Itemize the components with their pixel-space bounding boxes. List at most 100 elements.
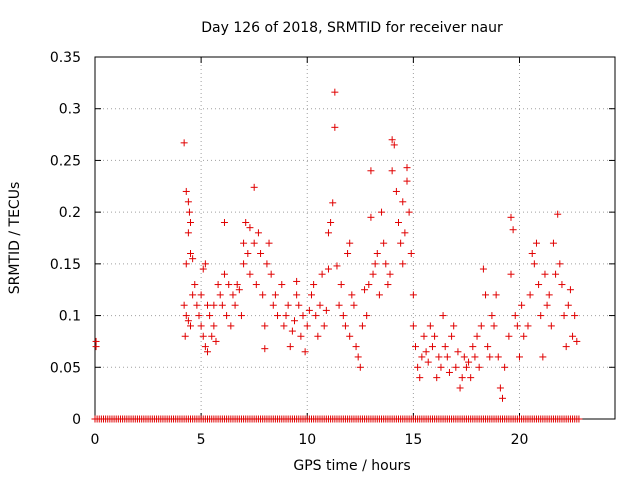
- data-point: [494, 353, 502, 361]
- y-tick-label: 0.15: [50, 257, 81, 273]
- data-point: [395, 218, 403, 226]
- data-point: [507, 213, 515, 221]
- data-point: [182, 312, 190, 320]
- data-point: [392, 187, 400, 195]
- data-point: [471, 353, 479, 361]
- x-tick-label: 10: [298, 432, 316, 448]
- data-point: [191, 281, 199, 289]
- data-point: [310, 281, 318, 289]
- data-point: [307, 291, 315, 299]
- data-point: [261, 322, 269, 330]
- data-point: [520, 332, 528, 340]
- data-point: [185, 208, 193, 216]
- data-point: [371, 260, 379, 268]
- data-point: [312, 312, 320, 320]
- data-point: [218, 301, 226, 309]
- data-point: [269, 301, 277, 309]
- data-point: [341, 322, 349, 330]
- data-point: [365, 281, 373, 289]
- chart-title: Day 126 of 2018, SRMTID for receiver nau…: [201, 20, 503, 36]
- data-point: [333, 262, 341, 270]
- data-point: [263, 260, 271, 268]
- data-point: [547, 322, 555, 330]
- data-point: [526, 291, 534, 299]
- data-point: [237, 312, 245, 320]
- data-point: [566, 286, 574, 294]
- data-point: [227, 322, 235, 330]
- data-point: [499, 394, 507, 402]
- data-point: [314, 332, 322, 340]
- data-point: [242, 218, 250, 226]
- data-point: [545, 291, 553, 299]
- data-point: [293, 291, 301, 299]
- data-point: [303, 322, 311, 330]
- y-axis-label: SRMTID / TECUs: [7, 182, 23, 295]
- data-point: [399, 260, 407, 268]
- data-point: [460, 353, 468, 361]
- data-point: [280, 322, 288, 330]
- data-point: [212, 337, 220, 345]
- data-point: [356, 363, 364, 371]
- data-point: [257, 250, 265, 258]
- data-point: [337, 281, 345, 289]
- data-point: [305, 306, 313, 314]
- data-point: [439, 312, 447, 320]
- data-point: [187, 218, 195, 226]
- data-point: [193, 301, 201, 309]
- data-point: [254, 229, 262, 237]
- data-point: [532, 239, 540, 247]
- data-point: [250, 183, 258, 191]
- data-point: [182, 187, 190, 195]
- data-point: [352, 343, 360, 351]
- data-point: [331, 123, 339, 131]
- data-point: [424, 358, 432, 366]
- data-point: [348, 291, 356, 299]
- data-point: [187, 322, 195, 330]
- data-point: [259, 291, 267, 299]
- data-point: [322, 306, 330, 314]
- data-point: [397, 239, 405, 247]
- data-point: [558, 281, 566, 289]
- data-point: [180, 301, 188, 309]
- data-point: [295, 301, 303, 309]
- data-point: [250, 239, 258, 247]
- data-point: [535, 281, 543, 289]
- data-point: [411, 343, 419, 351]
- data-point: [403, 177, 411, 185]
- data-point: [299, 312, 307, 320]
- data-point: [465, 358, 473, 366]
- y-tick-label: 0.35: [50, 50, 81, 66]
- data-point: [575, 415, 583, 423]
- plot-frame: [94, 56, 616, 420]
- data-point: [92, 337, 100, 345]
- data-point: [426, 322, 434, 330]
- data-point: [454, 348, 462, 356]
- data-point: [203, 348, 211, 356]
- data-point: [416, 374, 424, 382]
- x-tick-labels: 0 5 10 15 20: [91, 432, 529, 448]
- data-point: [388, 167, 396, 175]
- data-point: [246, 270, 254, 278]
- data-point: [220, 218, 228, 226]
- data-points: [91, 88, 583, 423]
- data-point: [240, 239, 248, 247]
- data-point: [182, 260, 190, 268]
- data-point: [401, 229, 409, 237]
- data-point: [358, 322, 366, 330]
- data-point: [420, 332, 428, 340]
- data-point: [515, 353, 523, 361]
- data-point: [482, 291, 490, 299]
- data-point: [335, 301, 343, 309]
- data-point: [327, 218, 335, 226]
- data-point: [524, 322, 532, 330]
- data-point: [458, 374, 466, 382]
- data-point: [231, 301, 239, 309]
- data-point: [252, 281, 260, 289]
- data-point: [403, 164, 411, 172]
- data-point: [543, 301, 551, 309]
- y-tick-label: 0: [72, 412, 81, 428]
- data-point: [513, 322, 521, 330]
- data-point: [450, 322, 458, 330]
- data-point: [354, 353, 362, 361]
- data-point: [456, 384, 464, 392]
